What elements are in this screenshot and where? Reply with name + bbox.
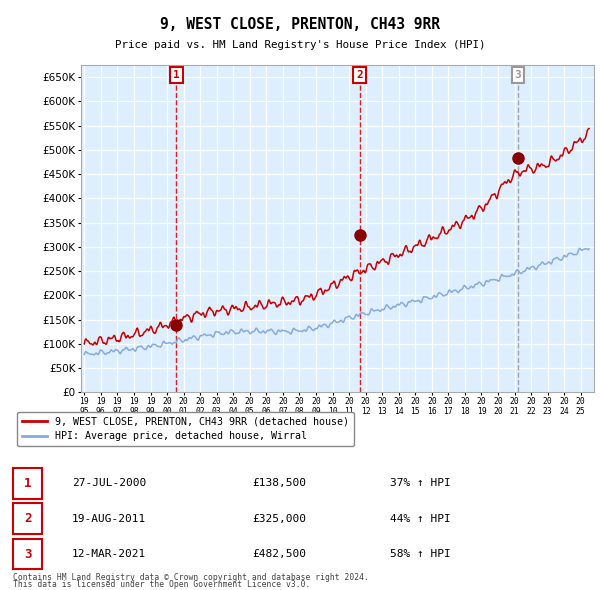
Legend: 9, WEST CLOSE, PRENTON, CH43 9RR (detached house), HPI: Average price, detached : 9, WEST CLOSE, PRENTON, CH43 9RR (detach… (17, 412, 354, 447)
Text: 12-MAR-2021: 12-MAR-2021 (72, 549, 146, 559)
Text: 44% ↑ HPI: 44% ↑ HPI (390, 514, 451, 523)
Text: 2: 2 (356, 70, 363, 80)
Text: 1: 1 (173, 70, 180, 80)
Text: 19-AUG-2011: 19-AUG-2011 (72, 514, 146, 523)
Text: 3: 3 (24, 548, 31, 560)
Text: 2: 2 (24, 512, 31, 525)
Text: £482,500: £482,500 (252, 549, 306, 559)
Text: 9, WEST CLOSE, PRENTON, CH43 9RR: 9, WEST CLOSE, PRENTON, CH43 9RR (160, 18, 440, 32)
Text: 27-JUL-2000: 27-JUL-2000 (72, 478, 146, 488)
Text: 37% ↑ HPI: 37% ↑ HPI (390, 478, 451, 488)
Text: Contains HM Land Registry data © Crown copyright and database right 2024.: Contains HM Land Registry data © Crown c… (13, 573, 369, 582)
Text: 58% ↑ HPI: 58% ↑ HPI (390, 549, 451, 559)
Text: This data is licensed under the Open Government Licence v3.0.: This data is licensed under the Open Gov… (13, 581, 311, 589)
Text: £325,000: £325,000 (252, 514, 306, 523)
Text: 3: 3 (514, 70, 521, 80)
Text: 1: 1 (24, 477, 31, 490)
Text: Price paid vs. HM Land Registry's House Price Index (HPI): Price paid vs. HM Land Registry's House … (115, 40, 485, 50)
Text: £138,500: £138,500 (252, 478, 306, 488)
